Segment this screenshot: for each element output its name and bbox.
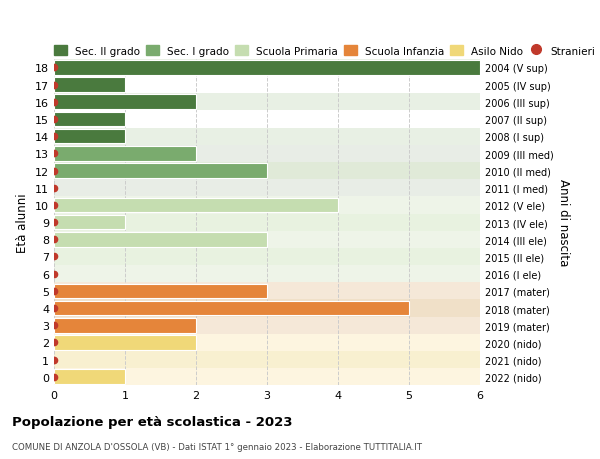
Bar <box>54 334 480 351</box>
Bar <box>54 318 196 333</box>
Bar <box>54 128 480 146</box>
Bar <box>54 369 125 384</box>
Bar <box>54 146 480 162</box>
Text: Popolazione per età scolastica - 2023: Popolazione per età scolastica - 2023 <box>12 415 293 428</box>
Bar <box>54 351 480 369</box>
Bar <box>54 284 267 298</box>
Bar <box>54 265 480 283</box>
Bar <box>54 129 125 144</box>
Bar <box>54 112 125 127</box>
Bar <box>54 231 480 248</box>
Bar <box>54 336 196 350</box>
Bar <box>54 215 125 230</box>
Legend: Sec. II grado, Sec. I grado, Scuola Primaria, Scuola Infanzia, Asilo Nido, Stran: Sec. II grado, Sec. I grado, Scuola Prim… <box>54 46 595 56</box>
Bar <box>54 95 196 110</box>
Bar <box>54 164 267 179</box>
Bar <box>54 300 480 317</box>
Bar <box>54 198 338 213</box>
Bar <box>54 111 480 128</box>
Bar <box>54 301 409 316</box>
Y-axis label: Anni di nascita: Anni di nascita <box>557 179 570 266</box>
Bar <box>54 78 125 93</box>
Bar <box>54 77 480 94</box>
Y-axis label: Età alunni: Età alunni <box>16 193 29 252</box>
Bar <box>54 248 480 265</box>
Bar <box>54 61 480 76</box>
Bar <box>54 317 480 334</box>
Bar <box>54 94 480 111</box>
Bar <box>54 283 480 300</box>
Bar <box>54 60 480 77</box>
Bar <box>54 369 480 386</box>
Bar <box>54 162 480 180</box>
Bar <box>54 180 480 197</box>
Text: COMUNE DI ANZOLA D'OSSOLA (VB) - Dati ISTAT 1° gennaio 2023 - Elaborazione TUTTI: COMUNE DI ANZOLA D'OSSOLA (VB) - Dati IS… <box>12 442 422 451</box>
Bar <box>54 197 480 214</box>
Bar <box>54 232 267 247</box>
Bar <box>54 214 480 231</box>
Bar <box>54 147 196 161</box>
